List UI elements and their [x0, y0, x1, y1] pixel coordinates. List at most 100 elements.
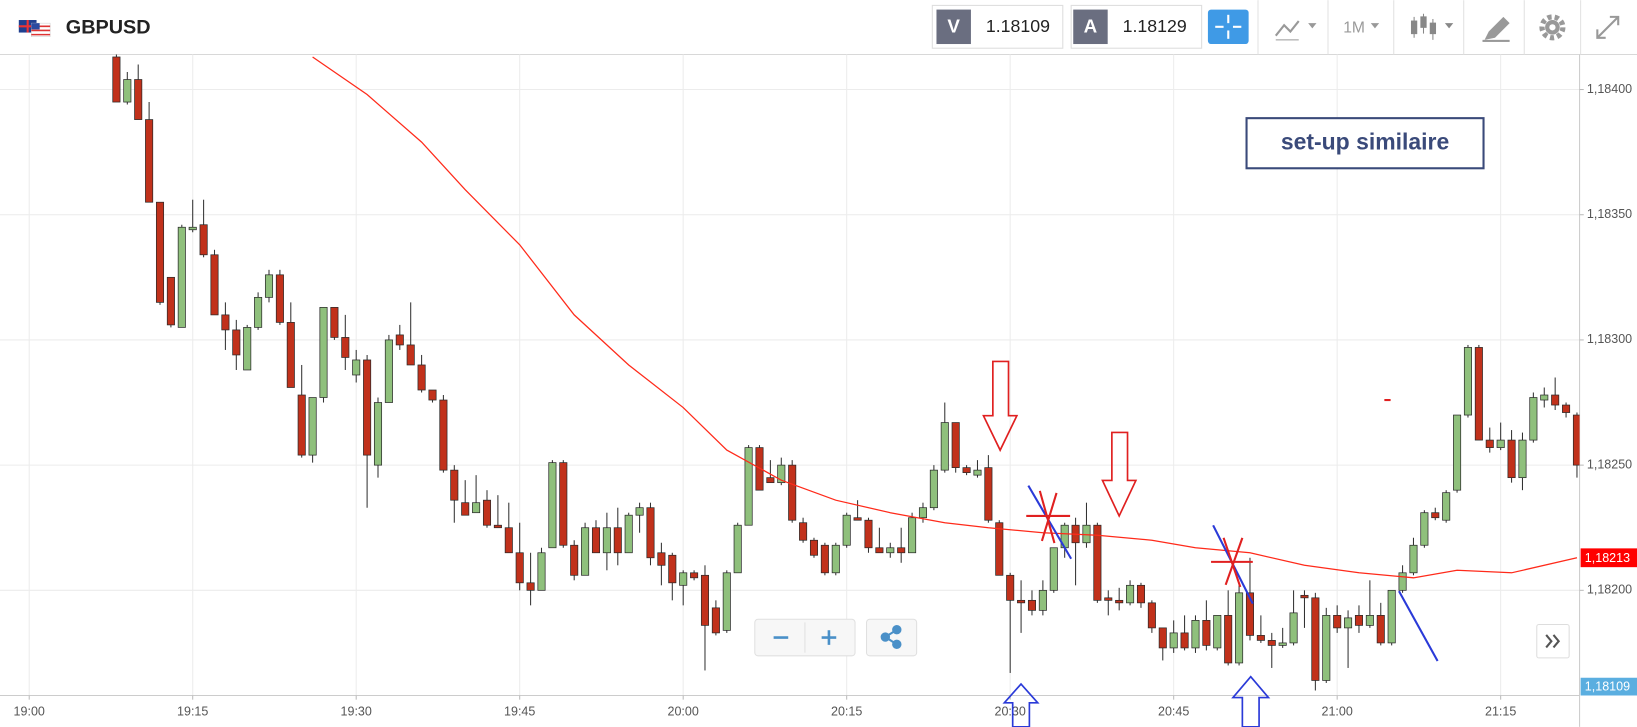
moving-average — [312, 56, 1578, 579]
candle-body — [1398, 572, 1407, 591]
scroll-latest-button[interactable] — [1536, 623, 1570, 659]
sell-price[interactable]: 1.18109 — [986, 16, 1050, 36]
candle-body — [1104, 597, 1113, 601]
candle-body — [493, 524, 502, 529]
x-tick-label: 19:45 — [504, 705, 535, 719]
candle-body — [766, 477, 775, 484]
annotation-box — [1245, 117, 1485, 170]
candle-body — [842, 514, 851, 546]
candle-body — [1496, 439, 1505, 448]
candle-body — [700, 574, 710, 626]
sell-label[interactable]: V — [947, 15, 960, 36]
candle-body — [450, 469, 459, 501]
sell-badge[interactable] — [936, 9, 971, 45]
timeframe-caret[interactable] — [1370, 23, 1380, 29]
candle-body — [1365, 615, 1374, 626]
x-tick-label: 19:15 — [177, 705, 208, 719]
candle-body — [297, 394, 306, 456]
candle-body — [1354, 615, 1363, 626]
candle-body — [1311, 597, 1320, 681]
candle-body — [1027, 599, 1036, 611]
buy-price[interactable]: 1.18129 — [1123, 16, 1187, 36]
candle-body — [1431, 512, 1440, 519]
candle-body — [145, 119, 154, 203]
candle-body — [733, 524, 742, 574]
chart-type-button[interactable] — [1274, 20, 1317, 41]
candle-body — [908, 517, 917, 554]
candle-body — [1202, 620, 1211, 646]
candle-body — [134, 79, 143, 120]
y-tick-label: 1,18400 — [1587, 82, 1632, 96]
buy-badge[interactable] — [1073, 9, 1108, 45]
share-button[interactable] — [866, 618, 918, 657]
markups — [982, 360, 1439, 727]
price-tag — [1580, 548, 1637, 568]
zoom-in-button[interactable] — [821, 630, 837, 645]
candle-style-button[interactable] — [1410, 13, 1454, 40]
crosshair-icon — [1215, 14, 1242, 39]
candle-body — [1158, 627, 1167, 649]
candle-body — [918, 507, 928, 519]
candle-body — [1322, 615, 1331, 681]
candle-body — [1136, 584, 1145, 604]
candle-body — [243, 327, 252, 371]
candle-body — [264, 274, 274, 298]
trend-line — [1398, 590, 1439, 662]
candle-body — [1485, 439, 1494, 448]
candle-body — [177, 226, 186, 328]
candle-body — [1333, 615, 1342, 629]
current-price-tag — [1580, 677, 1637, 696]
candle-body — [482, 499, 492, 526]
candle-body — [166, 276, 175, 326]
candle-body — [373, 402, 383, 466]
candle-body — [940, 422, 949, 471]
fullscreen-button[interactable] — [1596, 15, 1620, 39]
crosshair-button[interactable] — [1207, 9, 1249, 45]
candle-body — [831, 544, 840, 574]
toolbar: GBPUSD V 1.18109 A 1.18129 1M — [0, 0, 1637, 55]
candle-body — [537, 552, 546, 591]
candle-body — [1213, 615, 1222, 649]
y-tick-label: 1,18200 — [1587, 583, 1632, 597]
candle-body — [755, 447, 764, 491]
candle-body — [1463, 347, 1472, 416]
draw-tool-button[interactable] — [1482, 16, 1510, 42]
candle-body — [744, 447, 753, 526]
symbol[interactable]: GBPUSD — [66, 17, 151, 39]
candle-body — [1038, 589, 1047, 611]
cross-mark — [1026, 490, 1071, 544]
candle-body — [995, 522, 1004, 576]
candle-body — [809, 539, 819, 556]
candle-body — [1093, 524, 1102, 601]
candle-body — [384, 339, 393, 403]
down-arrow — [1101, 431, 1138, 518]
y-tick-label: 1,18250 — [1587, 457, 1632, 471]
candle-body — [1376, 615, 1385, 644]
candle-body — [1082, 524, 1091, 544]
candle-body — [308, 397, 317, 456]
candle-body — [1551, 394, 1560, 406]
candle-body — [319, 307, 328, 398]
candle-body — [1420, 512, 1429, 546]
candle-body — [711, 607, 720, 634]
candle-body — [962, 467, 971, 474]
candle-body — [515, 552, 524, 584]
x-tick-label: 20:00 — [668, 705, 699, 719]
buy-label[interactable]: A — [1084, 15, 1098, 36]
candle-body — [406, 344, 415, 366]
candle-body — [1235, 592, 1244, 664]
candle-body — [897, 547, 906, 554]
candle-body — [722, 572, 731, 631]
candle-body — [1147, 602, 1156, 629]
axes: 1,18400 1,18350 1,18300 1,18250 1,18200 19:00… — [14, 82, 1637, 719]
candle-body — [1006, 574, 1015, 601]
timeframe[interactable]: 1M — [1343, 20, 1365, 37]
candle-body — [668, 554, 677, 584]
candle-body — [1169, 632, 1178, 649]
candle-body — [929, 469, 938, 509]
candle-body — [188, 226, 197, 231]
settings-button[interactable] — [1539, 14, 1566, 41]
candle-body — [472, 502, 481, 514]
